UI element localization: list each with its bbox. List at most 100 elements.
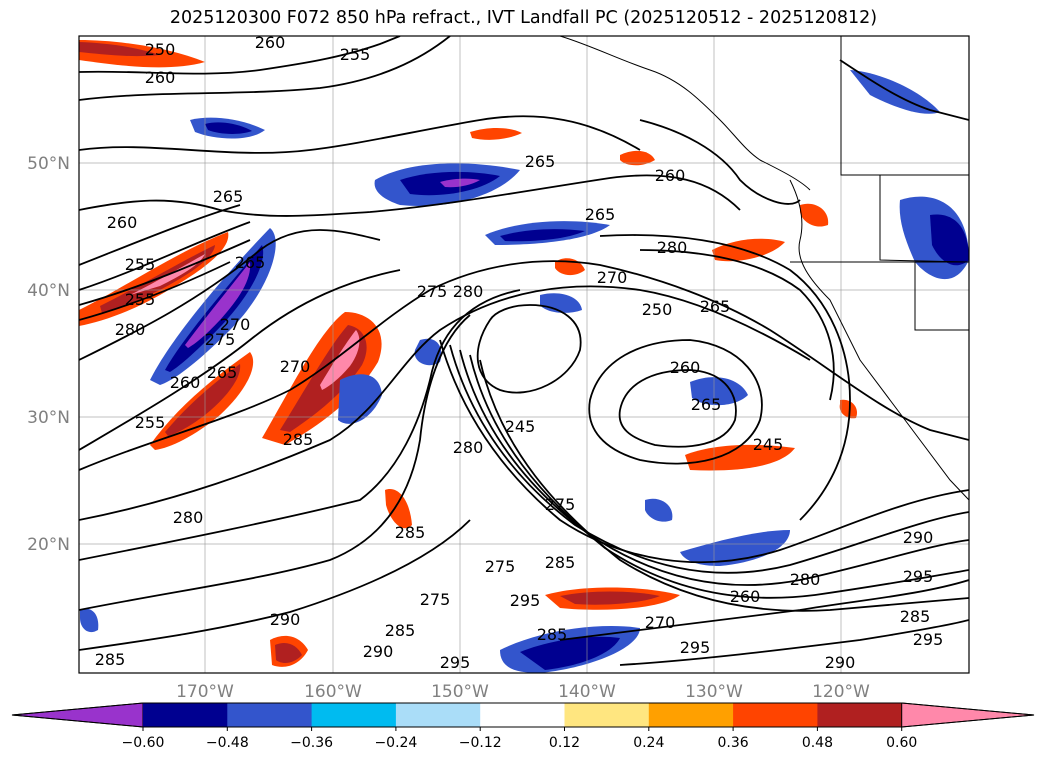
- contour-label: 275: [417, 282, 448, 301]
- contour-label: 270: [220, 315, 251, 334]
- contour-line: [79, 261, 231, 321]
- shade-pink: [320, 330, 360, 390]
- shade-red: [800, 203, 829, 227]
- contour-label: 285: [95, 650, 126, 669]
- shade-navy: [500, 229, 585, 242]
- lat-label-40n: 40°N: [27, 281, 70, 301]
- contour-label: 275: [545, 495, 576, 514]
- west-coast: [789, 179, 969, 501]
- colorbar-tick-label: −0.12: [459, 735, 502, 751]
- contour-line: [599, 234, 851, 521]
- contour-label: 250: [145, 40, 176, 59]
- contour-line: [79, 36, 401, 75]
- contour-label: 295: [440, 653, 471, 672]
- contour-label: 265: [213, 187, 244, 206]
- contour-line: [79, 269, 401, 451]
- contour-label: 245: [753, 435, 784, 454]
- shade-blue: [680, 530, 790, 566]
- contour-line: [79, 285, 811, 521]
- contour-label: 260: [255, 33, 286, 52]
- plot-area: [79, 36, 969, 673]
- contour-line: [79, 204, 241, 266]
- colorbar-segment: [311, 703, 397, 727]
- contour-label: 290: [903, 528, 934, 547]
- contour-label: 295: [903, 567, 934, 586]
- contour-label: 270: [645, 613, 676, 632]
- longitude-labels: 170°W 160°W 150°W 140°W 130°W 120°W: [176, 682, 870, 702]
- shade-red: [685, 444, 795, 471]
- contour-label: 255: [135, 413, 166, 432]
- shade-red: [385, 489, 412, 529]
- contour-label: 255: [125, 290, 156, 309]
- contour-label: 245: [505, 417, 536, 436]
- contour-line: [79, 260, 969, 471]
- contour-label: 275: [485, 557, 516, 576]
- colorbar-tick-label: −0.36: [290, 735, 333, 751]
- colorbar-segment: [143, 703, 228, 727]
- contour-label: 290: [825, 653, 856, 672]
- colorbar-tick-label: −0.60: [122, 735, 165, 751]
- shade-navy: [930, 214, 969, 266]
- contour-line: [79, 221, 251, 291]
- colorbar-tick-label: 0.48: [802, 735, 833, 751]
- colorbar-extend-right: [901, 702, 1035, 728]
- lon-label-120w: 120°W: [812, 682, 870, 702]
- lon-label-130w: 130°W: [685, 682, 743, 702]
- border-canada: [840, 36, 969, 176]
- colorbar: −0.60 −0.48 −0.36 −0.24 −0.12 0.12 0.24 0.36 0.4…: [11, 702, 1035, 751]
- shade-blue: [80, 608, 99, 633]
- colorbar-segment: [227, 703, 313, 727]
- contour-label: 285: [545, 553, 576, 572]
- contour-line: [459, 349, 969, 586]
- contour-label: 265: [691, 395, 722, 414]
- lon-label-170w: 170°W: [176, 682, 234, 702]
- contour-line: [639, 249, 835, 401]
- plot-frame: [78, 35, 970, 674]
- latitude-labels: 50°N 40°N 30°N 20°N: [27, 154, 70, 555]
- contour-label: 280: [453, 282, 484, 301]
- colorbar-extend-left: [11, 702, 144, 728]
- colorbar-tick-label: 0.24: [633, 735, 664, 751]
- contour-line: [449, 344, 969, 574]
- contour-label: 280: [115, 320, 146, 339]
- shade-red: [470, 127, 522, 140]
- shade-darkred: [165, 364, 241, 436]
- contour-label: 265: [207, 363, 238, 382]
- contour-label: 295: [680, 638, 711, 657]
- contour-label: 260: [145, 68, 176, 87]
- contour-label: 295: [510, 591, 541, 610]
- contour-line: [476, 304, 582, 394]
- border-state: [879, 175, 969, 263]
- lat-label-50n: 50°N: [27, 154, 70, 174]
- contour-label: 280: [657, 238, 688, 257]
- lon-label-160w: 160°W: [304, 682, 362, 702]
- shade-darkred: [275, 643, 302, 663]
- lon-label-150w: 150°W: [431, 682, 489, 702]
- shade-darkred: [560, 591, 660, 605]
- contour-label: 270: [280, 357, 311, 376]
- colorbar-tick-label: −0.48: [206, 735, 249, 751]
- contour-label: 265: [585, 205, 616, 224]
- shade-purple: [185, 262, 251, 348]
- colorbar-segment: [564, 703, 650, 727]
- contour-label: 260: [170, 373, 201, 392]
- shade-red: [839, 399, 858, 419]
- contour-line: [469, 354, 969, 599]
- colorbar-segment: [480, 703, 565, 727]
- contour-line: [79, 314, 471, 611]
- contour-line: [559, 579, 969, 641]
- colorbar-segment: [817, 703, 903, 727]
- shade-red: [712, 238, 785, 262]
- contour-label: 270: [597, 268, 628, 287]
- contour-line: [439, 339, 969, 564]
- colorbar-tick-label: −0.24: [374, 735, 417, 751]
- contour-line: [588, 339, 763, 465]
- contour-label: 280: [453, 438, 484, 457]
- contour-line: [839, 59, 969, 121]
- contour-label: 285: [395, 523, 426, 542]
- contour-label: 260: [670, 358, 701, 377]
- contour-label: 265: [700, 297, 731, 316]
- contour-line: [79, 519, 471, 651]
- contour-label: 285: [385, 621, 416, 640]
